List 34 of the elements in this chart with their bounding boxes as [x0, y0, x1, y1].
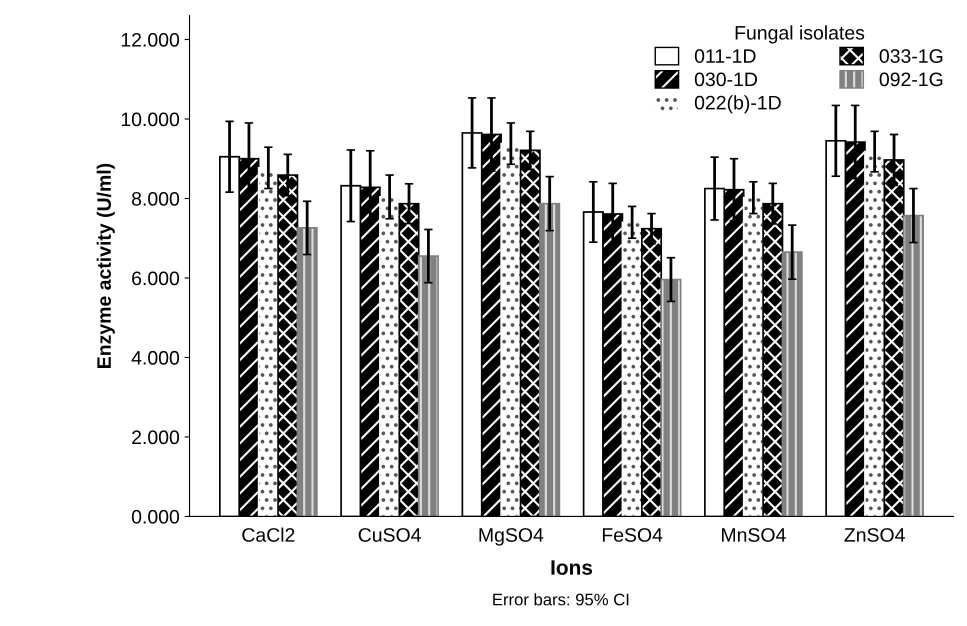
bar [782, 251, 803, 516]
legend-label: 022(b)-1D [694, 95, 781, 114]
legend-label: 011-1D [694, 49, 756, 63]
bar [379, 196, 400, 516]
x-tick-label: CuSO4 [358, 528, 421, 542]
y-tick-label: 6.000 [132, 271, 180, 286]
bar [500, 142, 522, 516]
legend-label: 092-1G [880, 72, 942, 86]
x-tick-label: MnSO4 [722, 528, 786, 542]
x-axis-title: Ions [551, 560, 592, 575]
x-tick-label: CaCl2 [242, 528, 294, 542]
text: Error bars: 95% CI [493, 593, 628, 606]
y-tick-label: 4.000 [132, 350, 180, 365]
bar [660, 278, 682, 516]
y-tick-label: 10.000 [122, 112, 180, 126]
bar [902, 214, 924, 516]
legend-label: 033-1G [880, 49, 942, 63]
y-tick-label: 2.000 [132, 430, 180, 444]
legend-label: 030-1D [694, 72, 757, 86]
bar [296, 227, 318, 516]
legend-title: Fungal isolates [736, 25, 864, 44]
bar [418, 255, 439, 516]
bar [742, 196, 764, 516]
y-tick-label: 12.000 [122, 32, 180, 47]
x-tick-label: FeSO4 [602, 528, 662, 542]
x-tick-label: ZnSO4 [844, 528, 905, 542]
bar [258, 167, 279, 516]
x-tick-label: MgSO4 [480, 528, 544, 546]
bar [622, 221, 643, 516]
y-tick-label: 8.000 [132, 192, 180, 206]
y-tick-label: 0.000 [132, 510, 180, 524]
bar [539, 202, 560, 516]
bar [864, 150, 886, 516]
y-axis-title: Enzyme activity (U/ml) [96, 164, 115, 368]
